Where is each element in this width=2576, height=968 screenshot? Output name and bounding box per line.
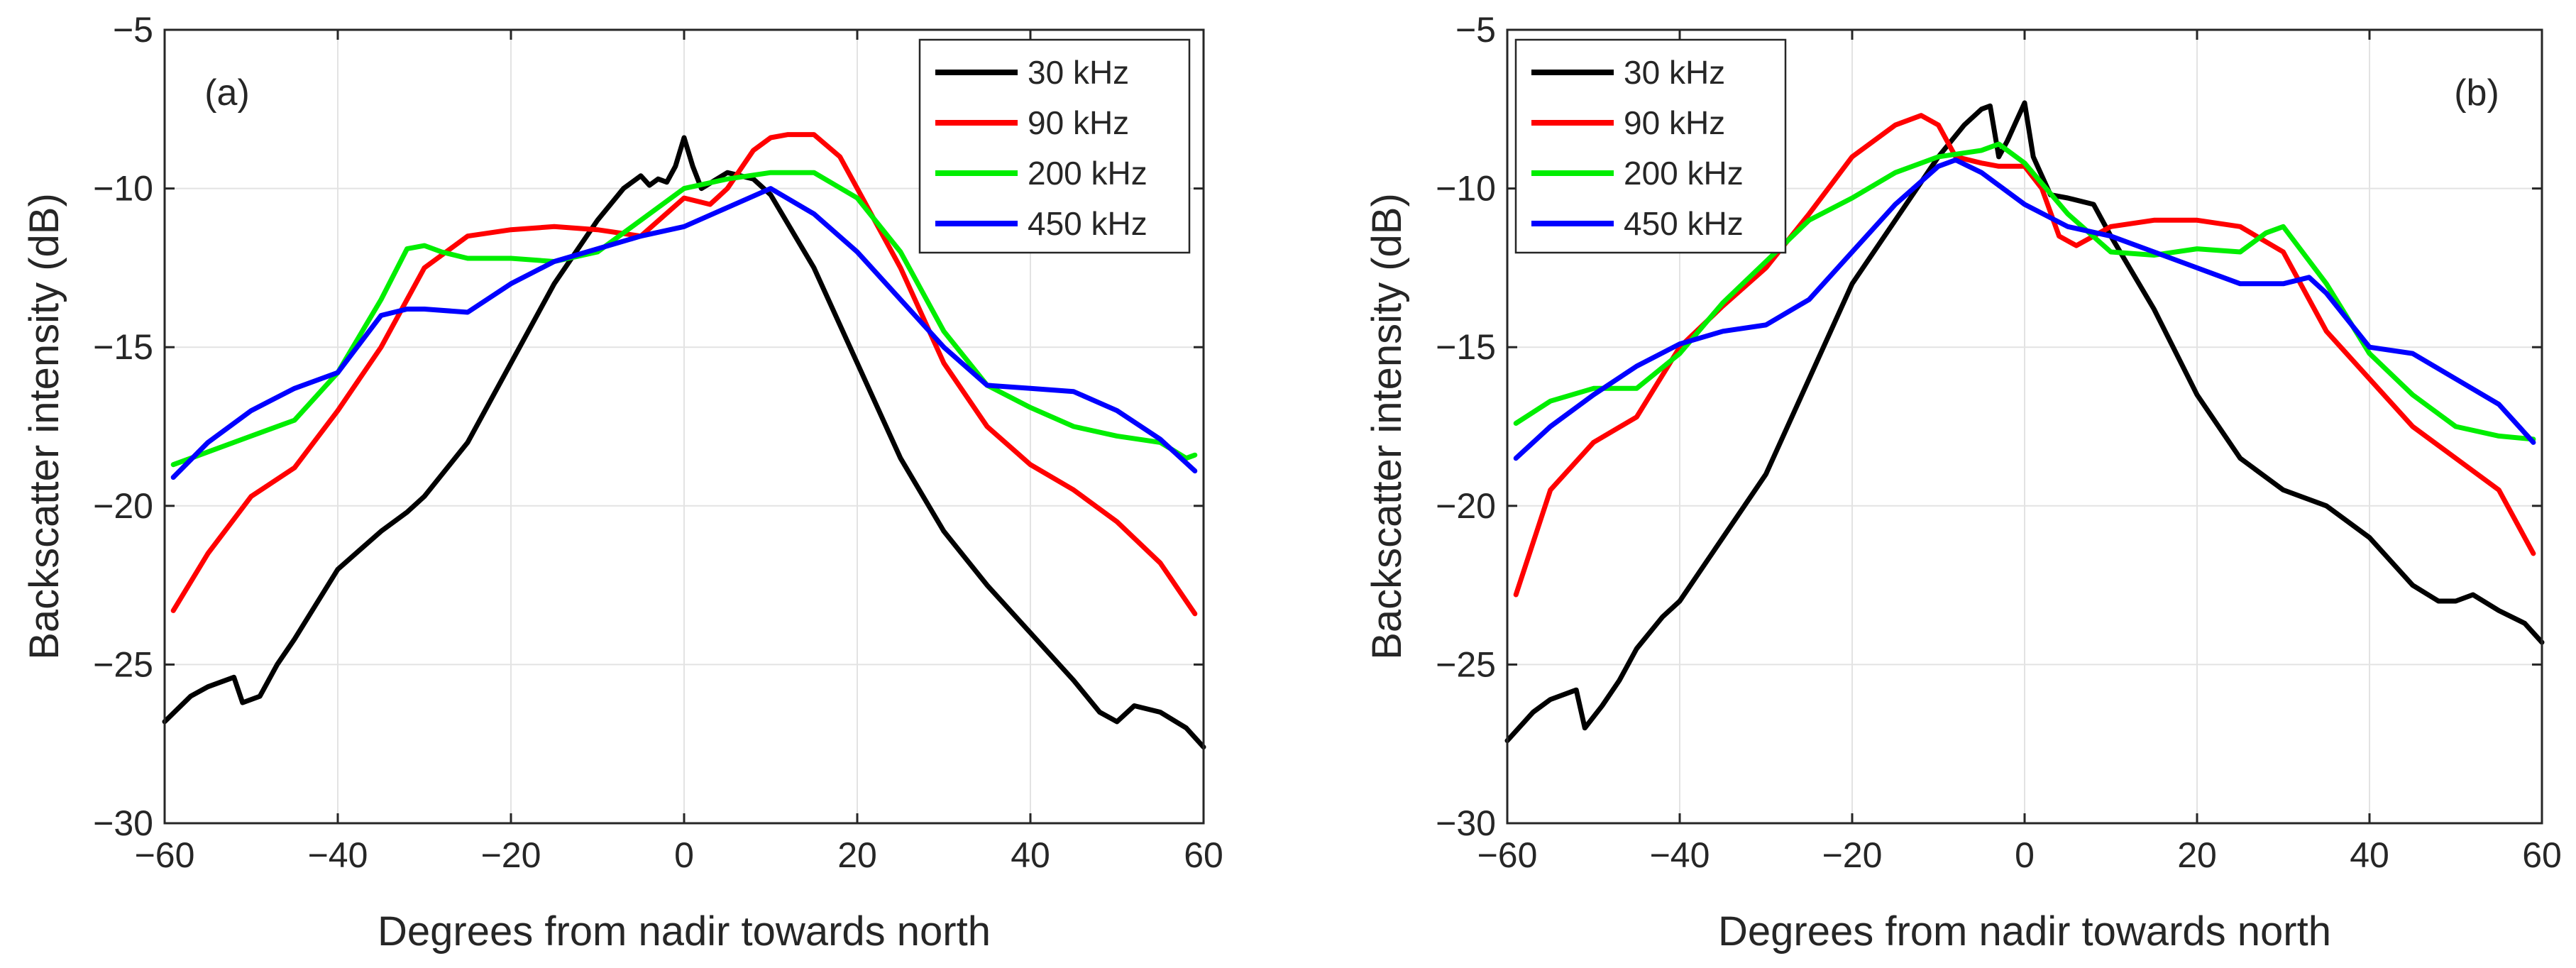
series-lines (1504, 100, 2545, 744)
y-tick-label: −20 (93, 486, 153, 526)
x-tick-label: −20 (481, 835, 541, 875)
legend: 30 kHz 90 kHz 200 kHz 450 kHz (918, 38, 1191, 254)
legend-label: 90 kHz (1624, 104, 1725, 141)
y-tick-label: −5 (1455, 10, 1496, 50)
chart-panel-b: −60 −40 −20 0 20 40 60 −30 −25 −20 −15 −10 −5 Degree… (1364, 10, 2562, 955)
legend-label: 450 kHz (1028, 205, 1147, 242)
tick-marks (1506, 28, 2543, 825)
x-tick-label: 40 (2350, 835, 2389, 875)
legend-label: 450 kHz (1624, 205, 1744, 242)
legend: 30 kHz 90 kHz 200 kHz 450 kHz (1514, 38, 1787, 254)
x-tick-label: −60 (1477, 835, 1538, 875)
y-axis-label: Backscatter intensity (dB) (21, 193, 67, 660)
x-tick-label: −40 (1650, 835, 1710, 875)
series-line-30-khz (1504, 100, 2545, 744)
y-tick-label: −10 (1436, 169, 1496, 209)
legend-label: 200 kHz (1624, 155, 1744, 192)
x-tick-label: 60 (2522, 835, 2562, 875)
x-tick-label: 20 (2177, 835, 2217, 875)
series-line-450-khz (170, 186, 1198, 480)
series-lines (162, 132, 1206, 750)
legend-label: 200 kHz (1028, 155, 1147, 192)
x-tick-label: 20 (837, 835, 877, 875)
y-tick-label: −30 (93, 803, 153, 843)
series-line-200-khz (170, 170, 1198, 468)
y-axis-label: Backscatter intensity (dB) (1364, 193, 1410, 660)
tick-labels: −60 −40 −20 0 20 40 60 −30 −25 −20 −15 −10 −5 (93, 10, 1223, 875)
x-tick-label: −60 (135, 835, 195, 875)
legend-label: 30 kHz (1624, 54, 1725, 91)
legend-label: 90 kHz (1028, 104, 1129, 141)
x-tick-label: −20 (1822, 835, 1883, 875)
series-line-90-khz (170, 132, 1198, 617)
chart-panel-a: −60 −40 −20 0 20 40 60 −30 −25 −20 −15 −10 −5 Degree… (21, 10, 1223, 955)
series-line-450-khz (1513, 157, 2536, 461)
panel-label: (a) (204, 72, 250, 114)
legend-entries: 30 kHz 90 kHz 200 kHz 450 kHz (1531, 54, 1744, 242)
y-tick-label: −5 (113, 10, 153, 50)
y-tick-label: −30 (1436, 803, 1496, 843)
x-tick-label: 40 (1011, 835, 1050, 875)
tick-marks (163, 28, 1205, 825)
legend-label: 30 kHz (1028, 54, 1129, 91)
y-tick-label: −25 (1436, 644, 1496, 684)
y-tick-label: −10 (93, 169, 153, 209)
x-axis-label: Degrees from nadir towards north (1718, 908, 2331, 955)
y-tick-label: −15 (93, 327, 153, 367)
x-tick-label: 0 (674, 835, 694, 875)
legend-entries: 30 kHz 90 kHz 200 kHz 450 kHz (935, 54, 1147, 242)
tick-labels: −60 −40 −20 0 20 40 60 −30 −25 −20 −15 −10 −5 (1436, 10, 2562, 875)
x-tick-label: 0 (2015, 835, 2035, 875)
panel-label: (b) (2454, 72, 2499, 114)
x-axis-label: Degrees from nadir towards north (378, 908, 991, 955)
y-tick-label: −20 (1436, 486, 1496, 526)
x-tick-label: −40 (308, 835, 368, 875)
x-tick-label: 60 (1184, 835, 1223, 875)
series-line-30-khz (162, 135, 1206, 750)
y-tick-label: −25 (93, 644, 153, 684)
y-tick-label: −15 (1436, 327, 1496, 367)
